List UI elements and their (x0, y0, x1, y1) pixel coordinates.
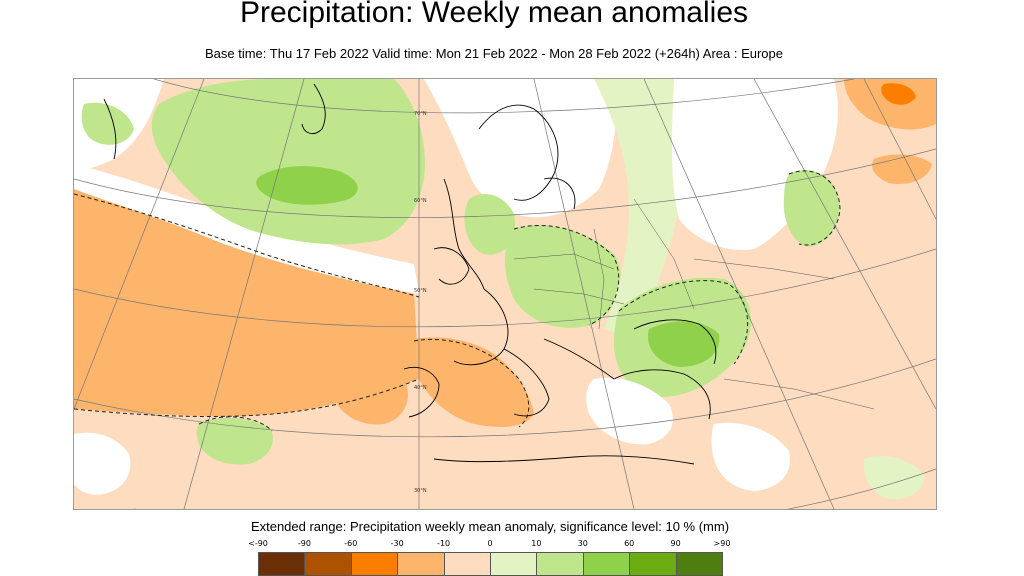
middle-east-neutral (711, 422, 790, 491)
legend-swatch (350, 552, 399, 576)
greenland-wet-patch (81, 102, 134, 145)
graticule-meridians (74, 79, 936, 509)
significance-contours (74, 170, 841, 432)
legend-tick: -60 (344, 539, 358, 548)
graticule-latitudes (74, 79, 936, 509)
lat-label-40: 40°N (414, 385, 427, 391)
latitude-labels: 70°N 60°N 50°N 40°N 30°N (414, 111, 427, 494)
iberia-dry-zone (329, 357, 408, 425)
map-canvas: 70°N 60°N 50°N 40°N 30°N (74, 79, 936, 509)
legend-swatch (629, 552, 677, 576)
legend-swatch (443, 552, 491, 576)
legend-tick: 10 (531, 539, 542, 548)
scandinavia-wet (464, 194, 515, 255)
legend-swatch (304, 552, 352, 576)
russia-northeast-dry-core (881, 83, 916, 105)
north-africa-wet-patch (196, 417, 273, 465)
color-legend (258, 552, 723, 576)
lat-label-60: 60°N (414, 198, 427, 204)
legend-ticks: <-90 -90 -60 -30 -10 0 10 30 60 90 >90 (238, 539, 758, 551)
chart-title: Precipitation: Weekly mean anomalies (239, 0, 749, 29)
europe-anomaly-map: 70°N 60°N 50°N 40°N 30°N (73, 78, 937, 510)
legend-swatch (397, 552, 445, 576)
legend-tick: 90 (670, 539, 681, 548)
lat-label-50: 50°N (414, 288, 427, 294)
legend-tick: -10 (437, 539, 451, 548)
middle-east-wet (863, 455, 925, 500)
mediterranean-dry-zone (411, 337, 534, 427)
legend-swatch (536, 552, 584, 576)
central-europe-wet (505, 225, 622, 328)
north-atlantic-wet-core (256, 166, 358, 205)
lat-label-70: 70°N (414, 111, 427, 117)
north-atlantic-wet-zone (151, 79, 425, 245)
chart-subtitle: Base time: Thu 17 Feb 2022 Valid time: M… (204, 46, 783, 61)
atlantic-neutral-band (74, 164, 419, 294)
legend-swatch (582, 552, 631, 576)
legend-tick: -90 (297, 539, 311, 548)
legend-tick: -30 (390, 539, 404, 548)
legend-tick: 0 (487, 539, 493, 548)
atlantic-dry-zone (74, 189, 419, 417)
lat-label-30: 30°N (414, 488, 427, 494)
legend-caption: Extended range: Precipitation weekly mea… (250, 519, 730, 534)
scandinavia-neutral (424, 79, 616, 218)
legend-tick: >90 (713, 539, 731, 548)
legend-tick: 30 (577, 539, 588, 548)
legend-swatch (258, 552, 306, 576)
country-borders (513, 198, 875, 410)
legend-swatch (490, 552, 538, 576)
north-africa-neutral (74, 432, 131, 495)
legend-tick: 60 (624, 539, 635, 548)
eastern-europe-wet-band (594, 79, 690, 339)
black-sea-wet-core (648, 321, 720, 367)
russia-east-dry-patch (872, 154, 932, 185)
legend-swatch (675, 552, 723, 576)
legend-tick: <-90 (248, 539, 268, 548)
coastlines (103, 83, 717, 465)
caspian-wet-zone (783, 170, 840, 247)
